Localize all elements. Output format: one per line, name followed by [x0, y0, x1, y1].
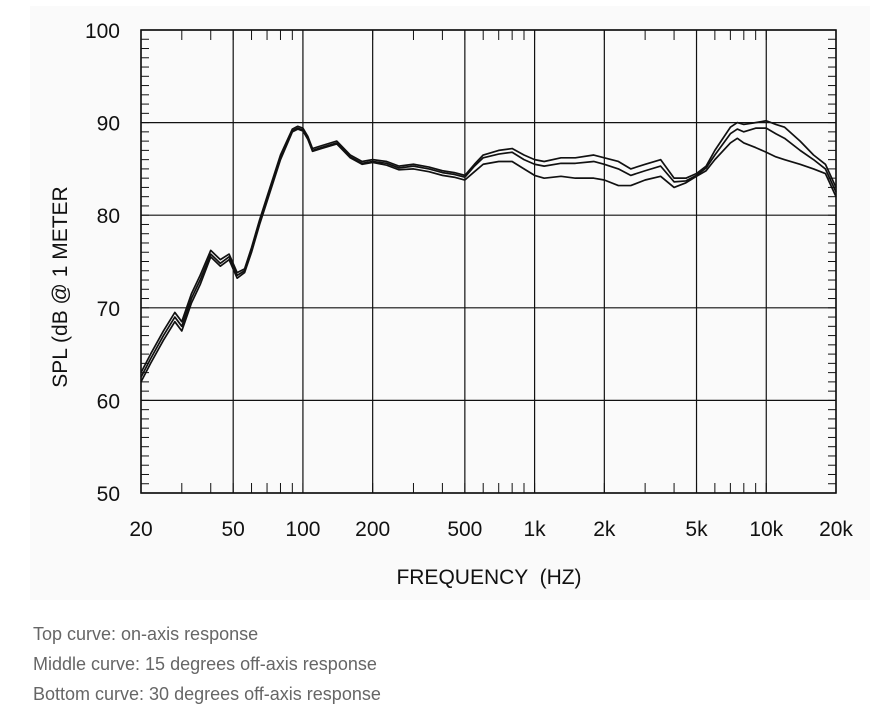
y-tick-label: 50 [97, 483, 120, 506]
caption-on-axis: Top curve: on-axis response [33, 624, 259, 644]
caption-15-degrees: Middle curve: 15 degrees off-axis respon… [33, 654, 377, 674]
x-tick-label: 50 [222, 518, 245, 541]
x-tick-label: 200 [355, 518, 390, 541]
series-group [140, 119, 837, 383]
x-tick-label: 100 [285, 518, 320, 541]
y-tick-label: 70 [97, 298, 120, 321]
x-tick-labels: 20 50 100 200 500 1k 2k 5k 10k 20k [129, 518, 853, 541]
y-tick-label: 90 [97, 113, 120, 136]
series-line-1 [140, 119, 837, 374]
y-tick-labels: 50 60 70 80 90 100 [85, 20, 120, 506]
x-tick-label: 5k [685, 518, 708, 541]
x-tick-label: 2k [593, 518, 616, 541]
x-tick-label: 20 [129, 518, 152, 541]
x-tick-label: 1k [524, 518, 547, 541]
y-tick-label: 60 [97, 390, 120, 413]
x-tick-label: 20k [819, 518, 853, 541]
x-axis-label: FREQUENCY (HZ) [396, 566, 581, 589]
chart-svg: 20 50 100 200 500 1k 2k 5k 10k 20k 5060708090100 … [49, 20, 853, 589]
chart-figure: 20 50 100 200 500 1k 2k 5k 10k 20k 50 60 70 80 90 100 … [30, 6, 870, 600]
grid [140, 29, 837, 494]
series-line-3 [140, 128, 837, 383]
y-axis-label: SPL (dB @ 1 METER [49, 186, 72, 387]
y-tick-label: 100 [85, 20, 120, 43]
y-tick-label: 80 [97, 205, 120, 228]
x-tick-label: 500 [447, 518, 482, 541]
x-tick-label: 10k [749, 518, 783, 541]
caption-30-degrees: Bottom curve: 30 degrees off-axis respon… [33, 684, 381, 704]
plot-frame [140, 29, 837, 494]
series-line-2 [140, 127, 837, 378]
